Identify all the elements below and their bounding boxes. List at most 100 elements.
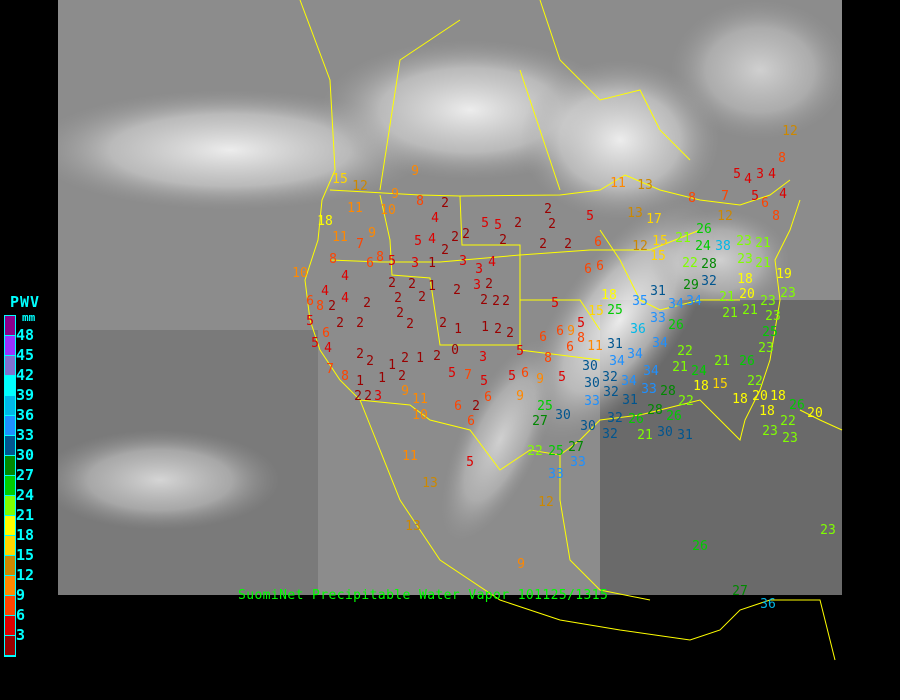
- station-value: 34: [643, 364, 659, 379]
- station-value: 32: [701, 274, 717, 289]
- station-value: 2: [539, 237, 547, 252]
- station-value: 4: [768, 167, 776, 182]
- station-value: 2: [354, 389, 362, 404]
- station-value: 9: [368, 226, 376, 241]
- station-value: 3: [473, 278, 481, 293]
- station-value: 5: [388, 254, 396, 269]
- legend-swatch: [5, 376, 15, 396]
- station-value: 2: [441, 243, 449, 258]
- station-value: 22: [677, 344, 693, 359]
- station-value: 30: [555, 408, 571, 423]
- legend-swatch: [5, 496, 15, 516]
- station-value: 5: [751, 189, 759, 204]
- legend-label: 33: [16, 426, 35, 444]
- station-value: 20: [807, 406, 823, 421]
- station-value: 9: [516, 389, 524, 404]
- station-value: 32: [603, 385, 619, 400]
- station-value: 31: [650, 284, 666, 299]
- legend-swatch: [5, 396, 15, 416]
- station-value: 27: [732, 584, 748, 599]
- station-value: 5: [558, 370, 566, 385]
- station-value: 1: [378, 371, 386, 386]
- political-borders: [299, 0, 843, 661]
- station-value: 11: [347, 201, 363, 216]
- station-value: 38: [715, 239, 731, 254]
- station-value: 23: [758, 341, 774, 356]
- station-value: 23: [736, 234, 752, 249]
- station-value: 2: [406, 317, 414, 332]
- station-value: 4: [321, 284, 329, 299]
- legend-swatch: [5, 516, 15, 536]
- station-value: 15: [650, 249, 666, 264]
- station-value: 24: [695, 239, 711, 254]
- station-value: 21: [742, 303, 758, 318]
- station-value: 26: [789, 398, 805, 413]
- station-value: 2: [441, 196, 449, 211]
- station-value: 5: [508, 369, 516, 384]
- station-value: 2: [494, 322, 502, 337]
- station-value: 23: [782, 431, 798, 446]
- station-value: 9: [391, 187, 399, 202]
- station-value: 22: [747, 374, 763, 389]
- station-value: 4: [431, 211, 439, 226]
- station-value: 5: [311, 336, 319, 351]
- station-value: 6: [584, 262, 592, 277]
- station-value: 8: [329, 252, 337, 267]
- station-value: 25: [537, 399, 553, 414]
- legend-label: 18: [16, 526, 35, 544]
- station-value: 2: [453, 283, 461, 298]
- legend-label: 30: [16, 446, 35, 464]
- station-value: 2: [328, 299, 336, 314]
- station-value: 2: [363, 296, 371, 311]
- station-value: 18: [317, 214, 333, 229]
- station-value: 2: [398, 369, 406, 384]
- station-value: 21: [637, 428, 653, 443]
- station-value: 2: [439, 316, 447, 331]
- station-value: 4: [428, 232, 436, 247]
- station-value: 2: [492, 294, 500, 309]
- station-value: 13: [405, 519, 421, 534]
- station-value: 8: [341, 369, 349, 384]
- station-value: 25: [607, 303, 623, 318]
- legend-swatch: [5, 596, 15, 616]
- station-value: 30: [580, 419, 596, 434]
- station-value: 21: [672, 360, 688, 375]
- station-value: 11: [610, 176, 626, 191]
- station-value: 9: [536, 372, 544, 387]
- station-value: 18: [759, 404, 775, 419]
- station-value: 8: [544, 351, 552, 366]
- station-value: 2: [462, 227, 470, 242]
- map-caption: SuomiNet Precipitable Water Vapor 101125…: [238, 588, 609, 603]
- legend-label: 12: [16, 566, 35, 584]
- station-value: 34: [652, 336, 668, 351]
- station-value: 6: [596, 259, 604, 274]
- station-value: 4: [779, 187, 787, 202]
- legend-swatch: [5, 356, 15, 376]
- station-value: 23: [762, 424, 778, 439]
- station-value: 2: [418, 290, 426, 305]
- station-value: 7: [464, 368, 472, 383]
- station-value: 23: [780, 286, 796, 301]
- station-value: 32: [602, 370, 618, 385]
- station-value: 6: [484, 390, 492, 405]
- station-value: 3: [374, 389, 382, 404]
- station-value: 23: [765, 309, 781, 324]
- station-value: 15: [332, 172, 348, 187]
- station-value: 1: [481, 320, 489, 335]
- legend-label: 9: [16, 586, 26, 604]
- station-value: 19: [776, 267, 792, 282]
- station-value: 6: [454, 399, 462, 414]
- station-value: 18: [732, 392, 748, 407]
- station-value: 20: [752, 389, 768, 404]
- station-value: 1: [416, 351, 424, 366]
- station-value: 31: [607, 337, 623, 352]
- legend-swatch: [5, 576, 15, 596]
- station-value: 2: [394, 291, 402, 306]
- legend-swatch: [5, 416, 15, 436]
- station-value: 34: [621, 374, 637, 389]
- station-value: 30: [584, 376, 600, 391]
- station-value: 17: [646, 212, 662, 227]
- station-value: 26: [668, 318, 684, 333]
- legend-label: 6: [16, 606, 26, 624]
- station-value: 21: [755, 236, 771, 251]
